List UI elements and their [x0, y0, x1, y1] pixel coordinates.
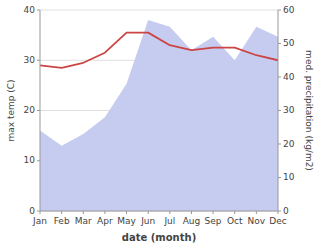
x-tick-label: Dec	[269, 216, 286, 226]
x-tick	[234, 211, 235, 214]
x-tick	[104, 211, 105, 214]
x-tick	[191, 211, 192, 214]
x-axis-line	[40, 211, 278, 212]
y2-tick-label: 0	[283, 206, 289, 216]
x-tick-label: Nov	[248, 216, 266, 226]
x-tick	[40, 211, 41, 214]
x-tick	[61, 211, 62, 214]
x-tick	[169, 211, 170, 214]
x-axis-title: date (month)	[122, 232, 196, 243]
x-tick-label: Mar	[75, 216, 92, 226]
x-tick-label: Feb	[54, 216, 70, 226]
x-tick-label: Apr	[97, 216, 113, 226]
data-layer	[40, 20, 278, 211]
y-axis-title: max temp (C)	[6, 79, 16, 141]
grid-line	[40, 211, 278, 212]
y-tick	[37, 60, 40, 61]
chart: 0 10 20 30 40 0 10 20 30 40 50 60 Jan Feb Mar Apr May Jun…	[0, 0, 318, 247]
x-tick-label: May	[117, 216, 136, 226]
y2-tick	[278, 177, 281, 178]
y2-tick	[278, 43, 281, 44]
y2-tick-label: 40	[283, 72, 295, 82]
x-tick-label: Aug	[183, 216, 201, 226]
x-tick-label: Jun	[140, 216, 155, 226]
y2-tick-label: 20	[283, 139, 295, 149]
y2-tick-label: 30	[283, 105, 295, 115]
y-tick	[37, 110, 40, 111]
y-tick-label: 40	[24, 5, 36, 15]
temp-line	[40, 33, 278, 68]
y2-tick	[278, 10, 281, 11]
y-tick	[37, 160, 40, 161]
x-tick	[148, 211, 149, 214]
y-tick-label: 30	[24, 55, 36, 65]
axes: 0 10 20 30 40 0 10 20 30 40 50 60 Jan Feb Mar Apr May Jun…	[6, 5, 314, 244]
x-tick	[126, 211, 127, 214]
x-tick	[256, 211, 257, 214]
y-tick-label: 0	[29, 206, 35, 216]
y-tick-label: 20	[24, 105, 36, 115]
y2-tick-label: 10	[283, 172, 295, 182]
x-tick	[278, 211, 279, 214]
y2-tick-label: 60	[283, 5, 295, 15]
x-tick-label: Jul	[163, 216, 175, 226]
grid-line	[40, 10, 278, 11]
y2-tick	[278, 110, 281, 111]
y2-axis-title: med. precipitation (kg/m2)	[304, 50, 314, 171]
grid	[40, 10, 278, 211]
y2-tick	[278, 144, 281, 145]
y2-tick-label: 50	[283, 38, 295, 48]
y2-tick	[278, 77, 281, 78]
y-tick-label: 10	[24, 155, 36, 165]
x-tick-label: Oct	[227, 216, 243, 226]
x-tick-label: Jan	[32, 216, 47, 226]
x-tick	[83, 211, 84, 214]
precip-area	[40, 20, 278, 211]
y-tick	[37, 10, 40, 11]
x-tick-label: Sep	[205, 216, 222, 226]
x-tick	[213, 211, 214, 214]
